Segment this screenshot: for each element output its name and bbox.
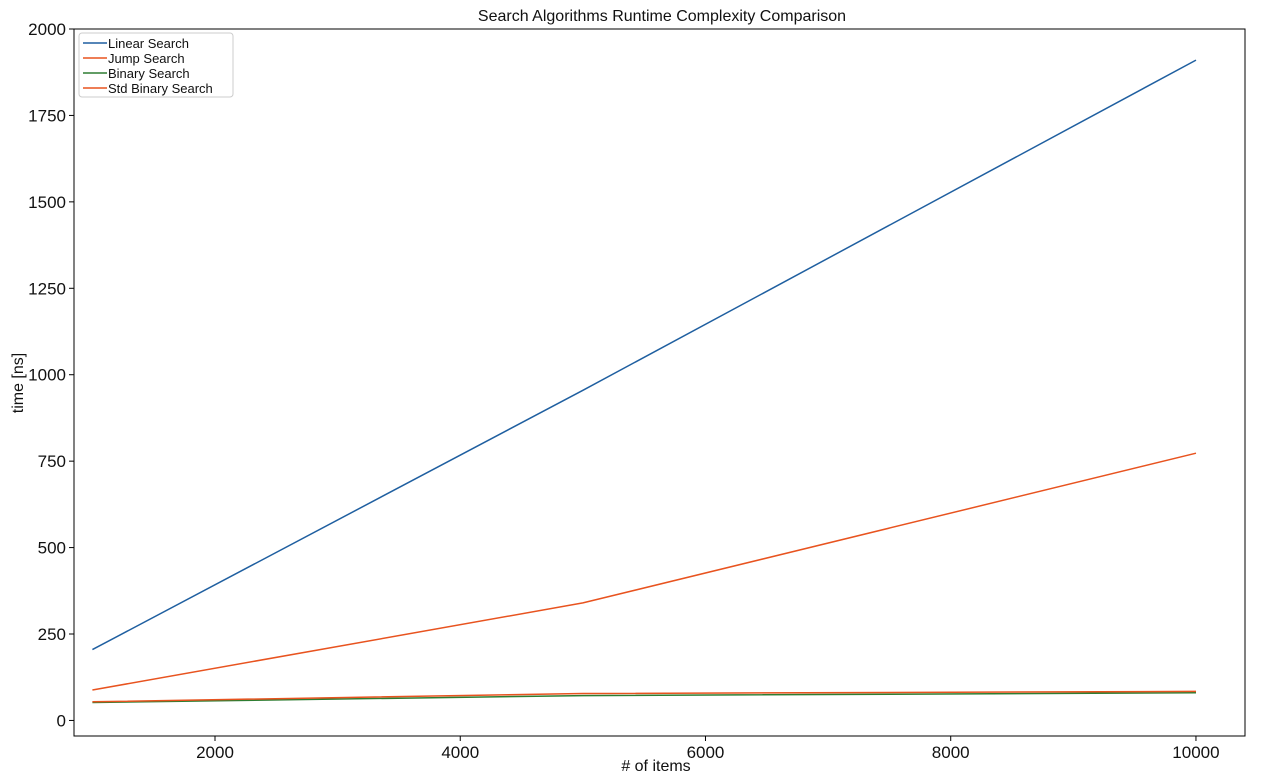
series-line-3 xyxy=(92,690,1197,703)
y-tick-label: 1500 xyxy=(28,193,66,212)
x-axis-label: # of items xyxy=(621,758,690,775)
legend-label: Linear Search xyxy=(108,36,189,51)
x-tick-label: 10000 xyxy=(1172,743,1219,762)
chart-title: Search Algorithms Runtime Complexity Com… xyxy=(478,8,846,25)
legend-box xyxy=(78,32,234,98)
legend-label: Std Binary Search xyxy=(108,81,213,96)
y-tick-label: 1000 xyxy=(28,366,66,385)
y-tick-label: 500 xyxy=(38,539,66,558)
series-line-1 xyxy=(92,452,1197,691)
x-tick-label: 2000 xyxy=(196,743,234,762)
x-axis-ticks: 2000 4000 6000 8000 10000 xyxy=(196,736,1220,762)
y-tick-label: 0 xyxy=(57,711,66,730)
y-tick-label: 250 xyxy=(38,625,66,644)
legend-label: Jump Search xyxy=(108,51,185,66)
y-axis-label: time [ns] xyxy=(10,353,27,413)
x-tick-label: 6000 xyxy=(687,743,725,762)
series-line-0 xyxy=(92,59,1197,651)
plot-area xyxy=(73,28,1246,737)
y-tick-label: 1750 xyxy=(28,106,66,125)
y-axis-ticks: 0 250 500 750 1000 1250 1500 1750 2000 xyxy=(28,20,74,730)
y-tick-label: 1250 xyxy=(28,279,66,298)
y-tick-label: 750 xyxy=(38,452,66,471)
x-tick-label: 8000 xyxy=(932,743,970,762)
plot-frame xyxy=(73,28,1246,737)
y-tick-label: 2000 xyxy=(28,20,66,39)
series-line-2 xyxy=(92,692,1197,704)
x-tick-label: 4000 xyxy=(441,743,479,762)
series-layer xyxy=(92,59,1197,704)
legend-label: Binary Search xyxy=(108,66,190,81)
